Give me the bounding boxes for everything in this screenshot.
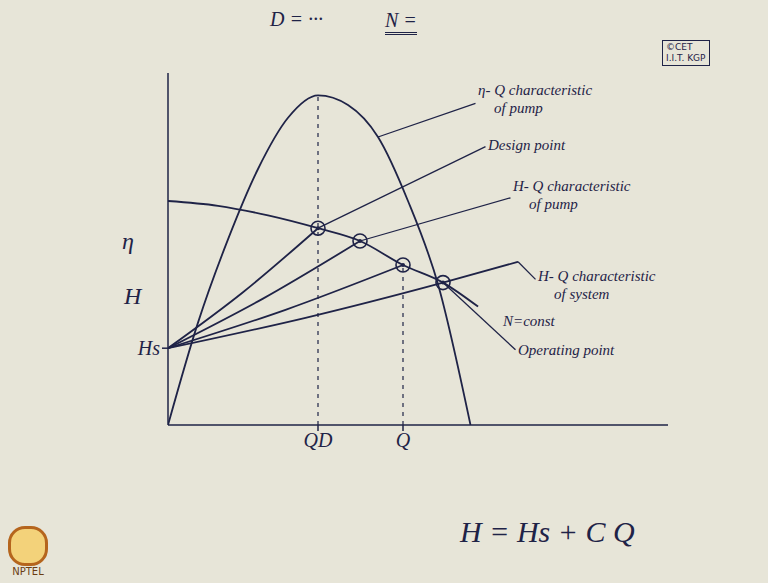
html-text:D = ···: D = ··· (270, 8, 323, 30)
svg-text:N=const: N=const (502, 313, 556, 329)
svg-text:Design point: Design point (487, 137, 566, 153)
svg-text:H- Q characteristicof pump: H- Q characteristicof pump (512, 178, 631, 212)
svg-text:H- Q characteristicof system: H- Q characteristicof system (537, 268, 656, 302)
html-text:N =: N = (385, 9, 417, 31)
html-text:©CET: ©CET (666, 42, 693, 52)
svg-text:QD: QD (304, 429, 333, 451)
svg-text:Operating point: Operating point (518, 342, 615, 358)
svg-text:η- Q characteristicof pump: η- Q characteristicof pump (478, 82, 592, 116)
svg-text:Hs: Hs (137, 337, 160, 359)
html-text:H: H (124, 283, 142, 309)
html-text:η: η (122, 228, 134, 254)
svg-text:Q: Q (396, 429, 411, 451)
html-text:NPTEL: NPTEL (12, 566, 44, 577)
html-text:I.I.T. KGP: I.I.T. KGP (666, 53, 706, 63)
html-text:H = Hs + C Q: H = Hs + C Q (460, 515, 635, 548)
